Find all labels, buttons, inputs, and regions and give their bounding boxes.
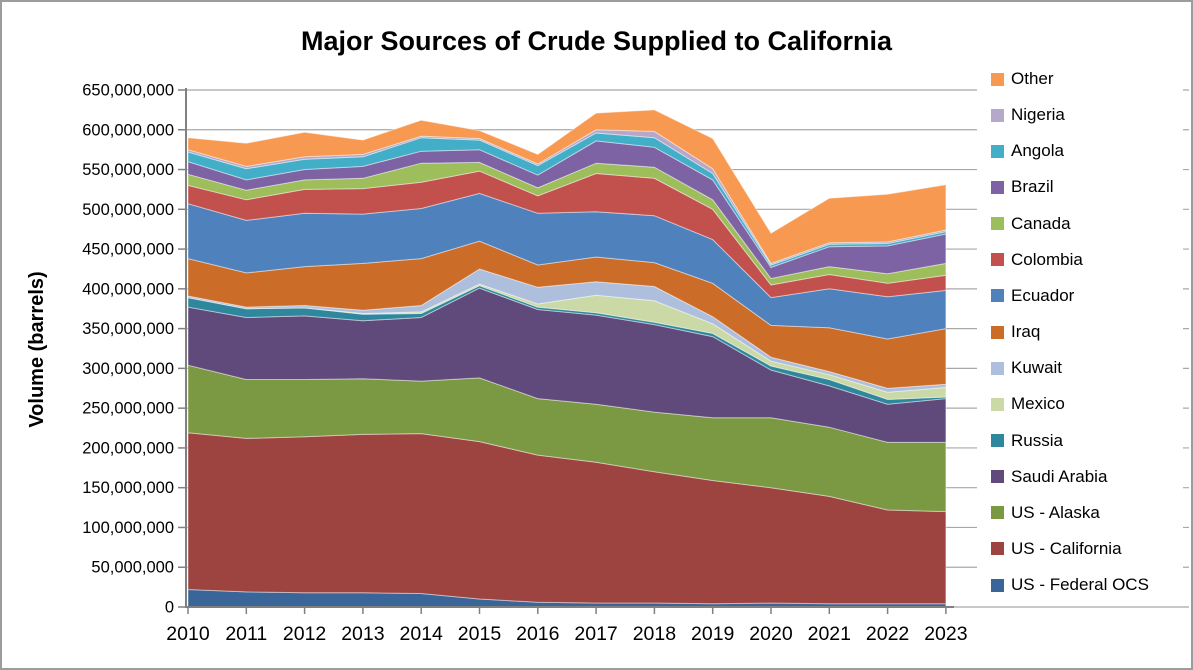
y-tick-label: 500,000,000 xyxy=(82,201,174,219)
legend-item-kuwait: Kuwait xyxy=(991,358,1062,378)
legend-item-iraq: Iraq xyxy=(991,322,1040,342)
legend-item-russia: Russia xyxy=(991,431,1063,451)
y-tick-label: 600,000,000 xyxy=(82,121,174,139)
y-tick-label: 550,000,000 xyxy=(82,161,174,179)
legend-label-ecuador: Ecuador xyxy=(1011,285,1075,305)
legend-label-us-california: US - California xyxy=(1011,538,1122,558)
area-series-ecuador xyxy=(187,192,947,340)
y-tick-label: 350,000,000 xyxy=(82,320,174,338)
legend-item-us-alaska: US - Alaska xyxy=(991,503,1100,523)
y-tick-label: 650,000,000 xyxy=(82,82,174,100)
legend-label-colombia: Colombia xyxy=(1011,249,1083,269)
legend-swatch-us-alaska xyxy=(991,506,1004,520)
x-tick-label: 2015 xyxy=(458,623,502,645)
legend-swatch-us-federal-ocs xyxy=(991,578,1004,592)
legend-item-brazil: Brazil xyxy=(991,177,1054,197)
legend-swatch-colombia xyxy=(991,253,1004,267)
x-tick-label: 2010 xyxy=(166,623,210,645)
y-tick-label: 450,000,000 xyxy=(82,241,174,259)
y-tick-label: 400,000,000 xyxy=(82,280,174,298)
legend-item-angola: Angola xyxy=(991,141,1064,161)
legend-item-ecuador: Ecuador xyxy=(991,286,1074,306)
area-series-us-alaska xyxy=(187,364,947,513)
x-tick-label: 2018 xyxy=(633,623,676,645)
x-tick-label: 2014 xyxy=(400,623,444,645)
legend-swatch-kuwait xyxy=(991,361,1004,375)
y-tick-label: 200,000,000 xyxy=(82,439,174,457)
legend-item-us-california: US - California xyxy=(991,539,1122,559)
legend-swatch-mexico xyxy=(991,397,1004,411)
legend-label-saudi-arabia: Saudi Arabia xyxy=(1011,466,1108,486)
legend-label-iraq: Iraq xyxy=(1011,322,1041,342)
legend-label-angola: Angola xyxy=(1011,141,1064,161)
y-tick-label: 150,000,000 xyxy=(82,479,174,497)
y-tick-label: 300,000,000 xyxy=(82,360,174,378)
y-axis-title: Volume (barrels) xyxy=(26,271,48,428)
x-tick-label: 2011 xyxy=(225,623,267,645)
y-tick-label: 50,000,000 xyxy=(91,559,174,577)
legend-swatch-us-california xyxy=(991,542,1004,556)
legend-swatch-other xyxy=(991,72,1004,86)
chart-title: Major Sources of Crude Supplied to Calif… xyxy=(300,26,893,56)
legend: Other Nigeria Angola Brazil Canada Colombia Ec… xyxy=(977,58,1183,606)
legend-label-brazil: Brazil xyxy=(1011,177,1054,197)
x-tick-label: 2022 xyxy=(866,623,909,645)
x-tick-label: 2012 xyxy=(283,623,326,645)
legend-label-russia: Russia xyxy=(1011,430,1063,450)
y-tick-label: 0 xyxy=(165,599,174,617)
legend-label-mexico: Mexico xyxy=(1011,394,1065,414)
legend-item-other: Other xyxy=(991,69,1054,89)
area-series-brazil xyxy=(187,140,947,280)
legend-swatch-nigeria xyxy=(991,108,1004,122)
legend-item-canada: Canada xyxy=(991,214,1071,234)
x-tick-label: 2021 xyxy=(808,623,851,645)
legend-item-saudi-arabia: Saudi Arabia xyxy=(991,467,1107,487)
legend-swatch-russia xyxy=(991,434,1004,447)
y-tick-label: 100,000,000 xyxy=(82,519,174,537)
legend-label-us-alaska: US - Alaska xyxy=(1011,502,1100,522)
legend-label-us-federal-ocs: US - Federal OCS xyxy=(1011,575,1149,595)
x-tick-label: 2023 xyxy=(924,623,967,645)
area-series-russia xyxy=(187,285,947,405)
legend-item-mexico: Mexico xyxy=(991,394,1065,414)
legend-label-other: Other xyxy=(1011,69,1054,88)
x-tick-label: 2017 xyxy=(574,623,617,645)
y-tick-label: 250,000,000 xyxy=(82,400,174,418)
legend-swatch-ecuador xyxy=(991,289,1004,303)
legend-swatch-saudi-arabia xyxy=(991,470,1004,484)
legend-label-canada: Canada xyxy=(1011,213,1071,233)
x-tick-label: 2013 xyxy=(341,623,384,645)
legend-label-kuwait: Kuwait xyxy=(1011,358,1063,378)
legend-label-nigeria: Nigeria xyxy=(1011,105,1065,125)
x-tick-label: 2019 xyxy=(691,623,734,645)
legend-item-nigeria: Nigeria xyxy=(991,105,1065,125)
legend-swatch-canada xyxy=(991,217,1004,231)
legend-swatch-iraq xyxy=(991,325,1004,339)
legend-swatch-brazil xyxy=(991,180,1004,194)
area-series-canada xyxy=(187,161,947,286)
x-tick-label: 2020 xyxy=(749,623,793,645)
area-series-other xyxy=(187,109,947,265)
x-tick-label: 2016 xyxy=(516,623,559,645)
legend-item-colombia: Colombia xyxy=(991,250,1083,270)
legend-swatch-angola xyxy=(991,144,1004,158)
legend-item-us-federal-ocs: US - Federal OCS xyxy=(991,575,1149,595)
